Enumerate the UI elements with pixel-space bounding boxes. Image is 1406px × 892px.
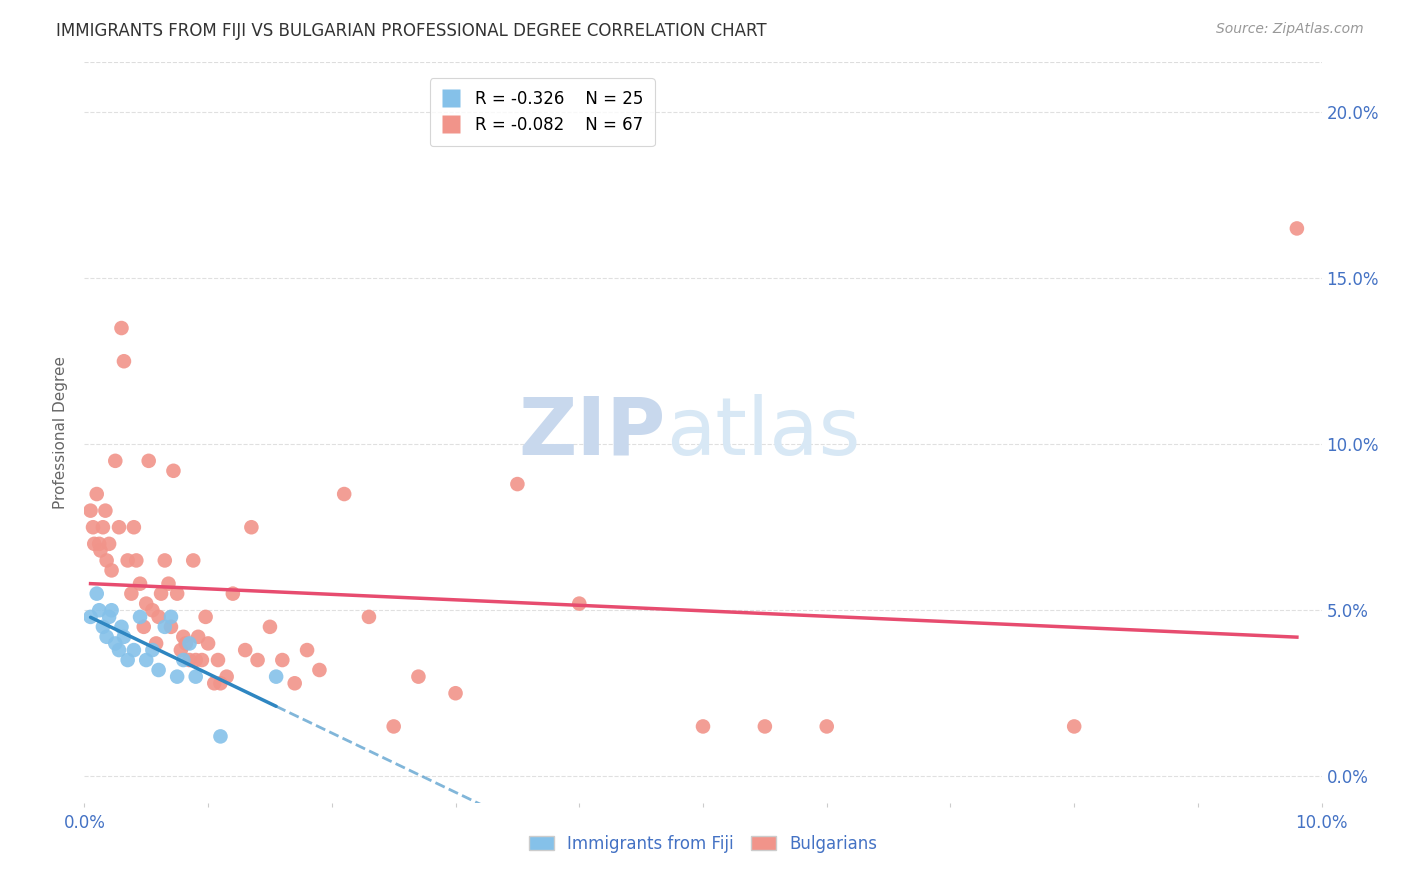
Point: [135, 653, 157, 667]
Point: [79, 503, 101, 517]
Point: [1063, 719, 1085, 733]
Point: [160, 620, 183, 634]
Point: [209, 730, 232, 744]
Point: [209, 676, 232, 690]
Point: [166, 587, 188, 601]
Point: [271, 653, 294, 667]
Point: [148, 663, 170, 677]
Point: [125, 553, 148, 567]
Point: [91, 620, 114, 634]
Point: [108, 520, 131, 534]
Point: [86, 587, 108, 601]
Point: [96, 630, 118, 644]
Y-axis label: Professional Degree: Professional Degree: [53, 356, 69, 509]
Legend: Immigrants from Fiji, Bulgarians: Immigrants from Fiji, Bulgarians: [520, 826, 886, 861]
Text: ZIP: ZIP: [519, 393, 666, 472]
Point: [170, 643, 193, 657]
Point: [135, 597, 157, 611]
Point: [112, 354, 135, 368]
Point: [754, 719, 776, 733]
Point: [83, 537, 105, 551]
Point: [100, 603, 122, 617]
Point: [222, 587, 245, 601]
Point: [194, 610, 217, 624]
Point: [150, 587, 173, 601]
Point: [191, 653, 214, 667]
Point: [132, 620, 155, 634]
Point: [408, 670, 430, 684]
Point: [122, 520, 145, 534]
Point: [117, 653, 139, 667]
Point: [264, 670, 287, 684]
Point: [145, 636, 167, 650]
Point: [187, 630, 209, 644]
Point: [172, 653, 194, 667]
Point: [153, 620, 176, 634]
Point: [117, 553, 139, 567]
Point: [98, 610, 121, 624]
Point: [333, 487, 356, 501]
Point: [179, 653, 201, 667]
Point: [184, 653, 207, 667]
Point: [89, 603, 111, 617]
Point: [215, 670, 238, 684]
Point: [89, 543, 111, 558]
Point: [108, 643, 131, 657]
Point: [138, 454, 160, 468]
Point: [160, 610, 183, 624]
Point: [122, 643, 145, 657]
Point: [233, 643, 256, 657]
Point: [104, 454, 127, 468]
Point: [815, 719, 838, 733]
Point: [110, 620, 132, 634]
Point: [259, 620, 281, 634]
Point: [308, 663, 330, 677]
Point: [104, 636, 127, 650]
Point: [141, 603, 163, 617]
Text: atlas: atlas: [666, 393, 860, 472]
Text: Source: ZipAtlas.com: Source: ZipAtlas.com: [1216, 22, 1364, 37]
Point: [100, 563, 122, 577]
Point: [86, 487, 108, 501]
Point: [162, 464, 184, 478]
Point: [568, 597, 591, 611]
Point: [357, 610, 380, 624]
Point: [184, 670, 207, 684]
Point: [181, 553, 204, 567]
Point: [207, 653, 229, 667]
Point: [91, 520, 114, 534]
Point: [692, 719, 714, 733]
Point: [98, 537, 121, 551]
Point: [120, 587, 142, 601]
Point: [96, 553, 118, 567]
Text: IMMIGRANTS FROM FIJI VS BULGARIAN PROFESSIONAL DEGREE CORRELATION CHART: IMMIGRANTS FROM FIJI VS BULGARIAN PROFES…: [56, 22, 766, 40]
Point: [94, 503, 117, 517]
Point: [166, 670, 188, 684]
Point: [141, 643, 163, 657]
Point: [157, 576, 180, 591]
Point: [110, 321, 132, 335]
Point: [129, 610, 152, 624]
Point: [284, 676, 307, 690]
Point: [89, 537, 111, 551]
Point: [240, 520, 263, 534]
Point: [197, 636, 219, 650]
Point: [246, 653, 269, 667]
Point: [1285, 221, 1308, 235]
Point: [202, 676, 225, 690]
Point: [444, 686, 467, 700]
Point: [172, 630, 194, 644]
Point: [82, 520, 104, 534]
Point: [506, 477, 529, 491]
Point: [129, 576, 152, 591]
Point: [179, 636, 201, 650]
Point: [382, 719, 405, 733]
Point: [79, 610, 101, 624]
Point: [112, 630, 135, 644]
Point: [174, 636, 197, 650]
Point: [153, 553, 176, 567]
Point: [295, 643, 318, 657]
Point: [148, 610, 170, 624]
